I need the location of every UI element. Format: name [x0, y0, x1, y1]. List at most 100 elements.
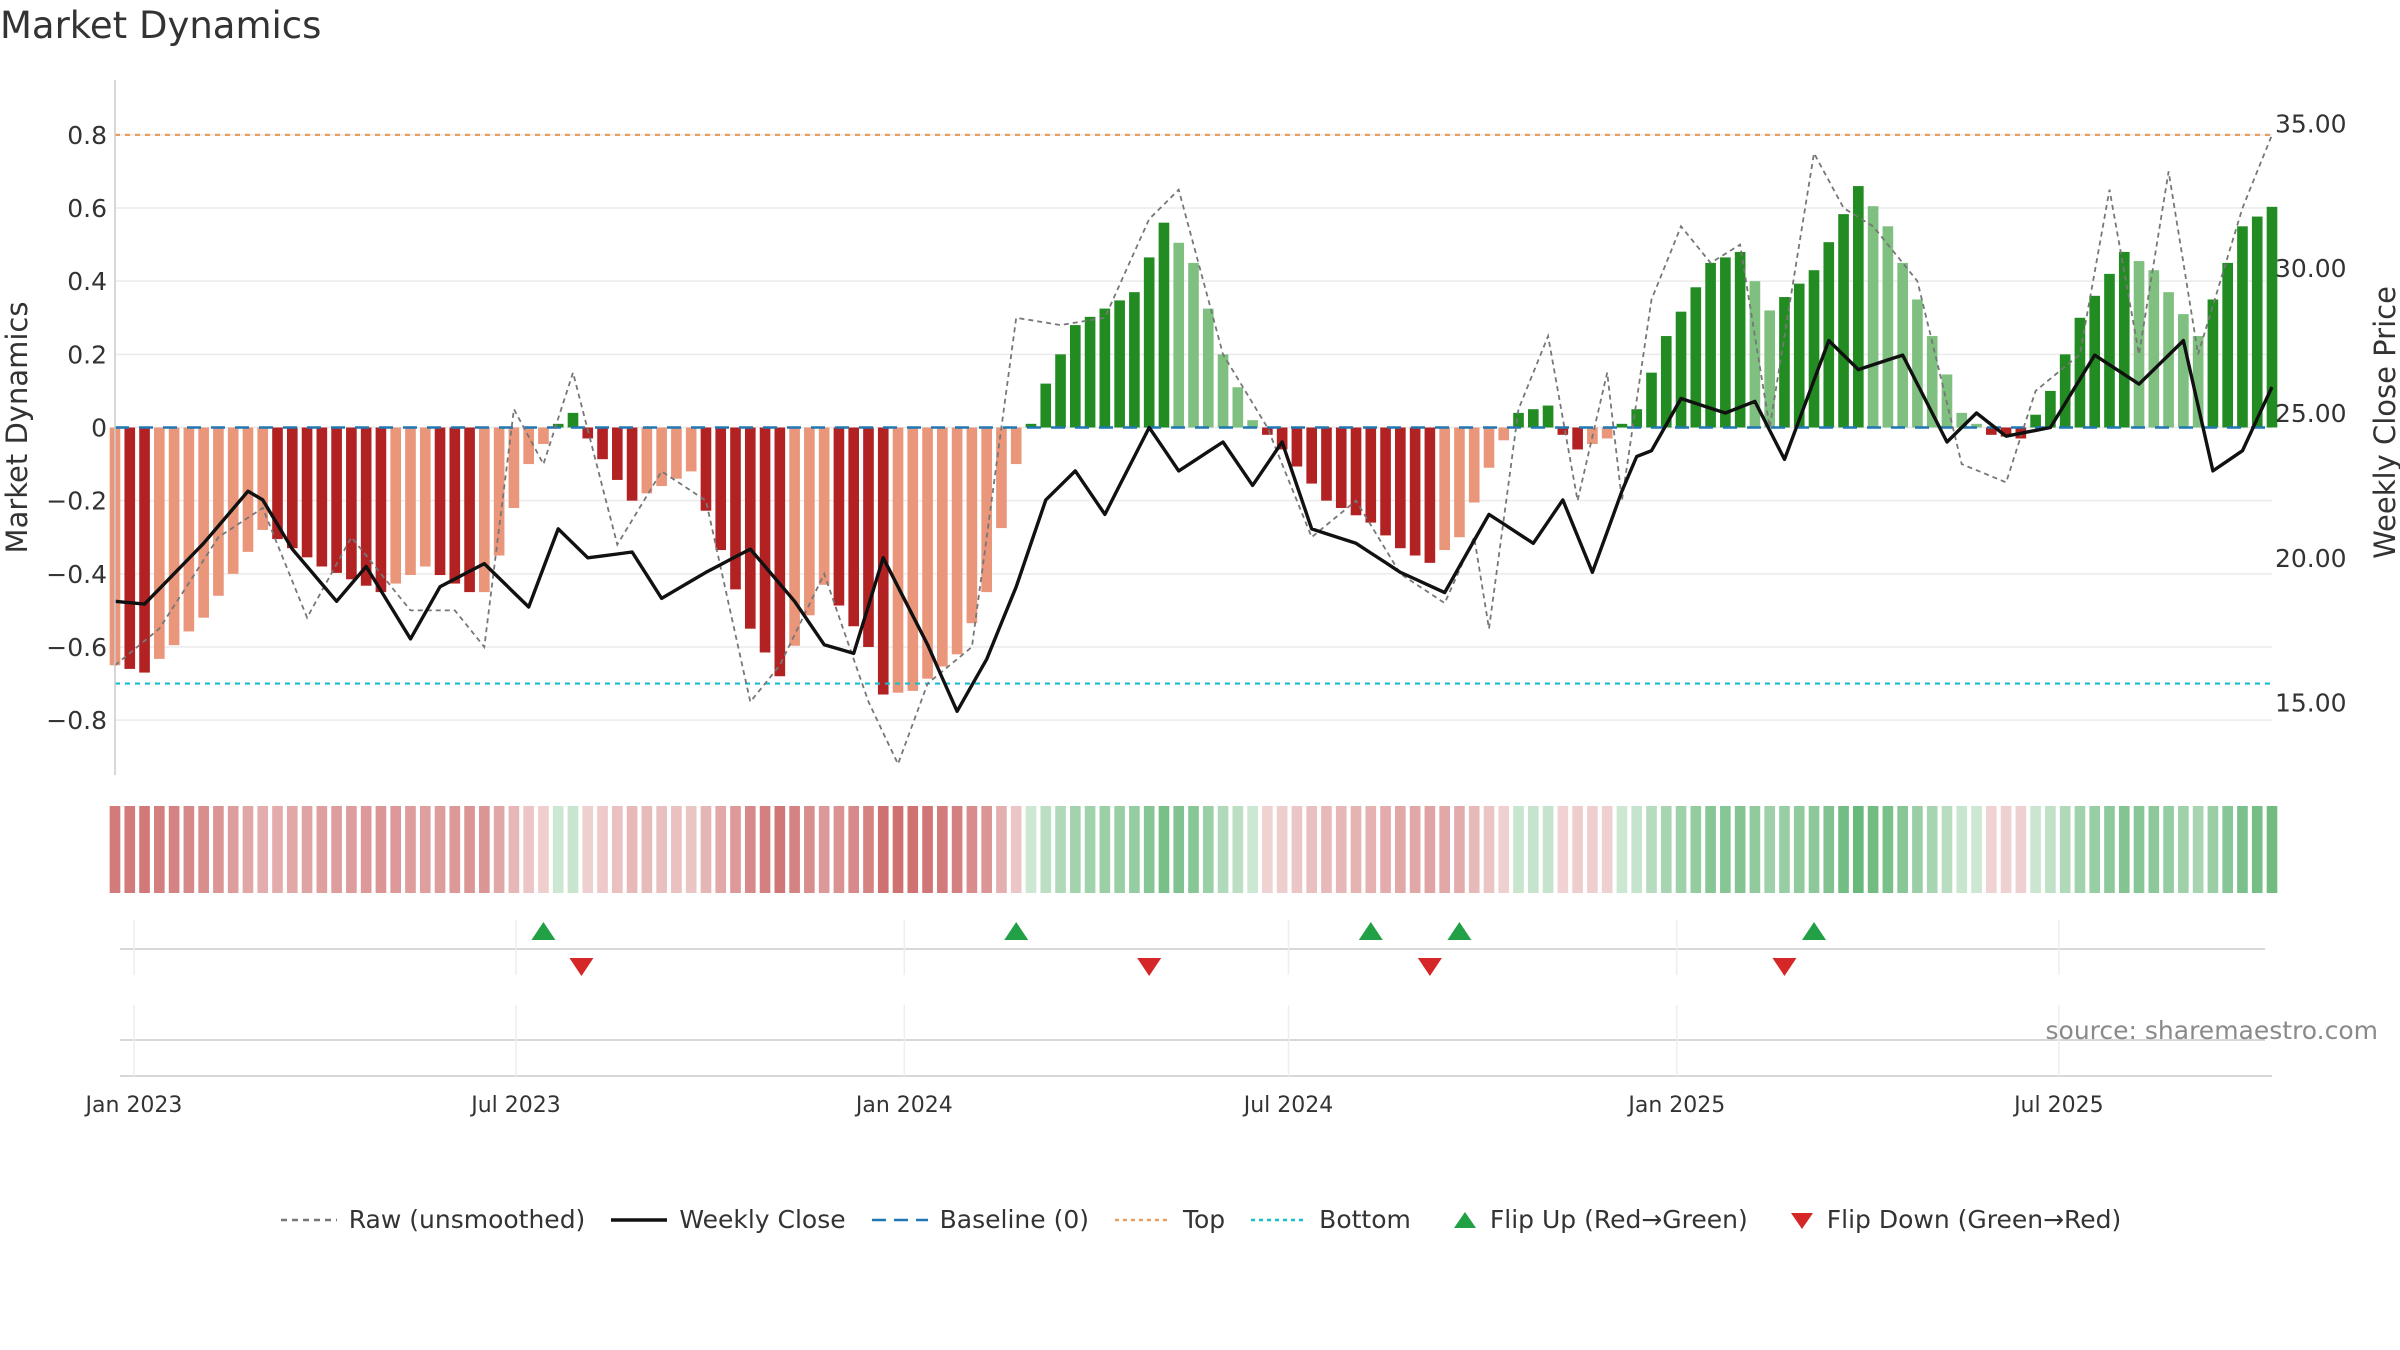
regime-strip-cell [937, 806, 948, 893]
regime-strip-cell [597, 806, 608, 893]
regime-strip-cell [1321, 806, 1332, 893]
regime-strip-cell [346, 806, 357, 893]
regime-strip-cell [1793, 806, 1805, 893]
momentum-bar [449, 427, 461, 584]
regime-strip-cell [1720, 806, 1731, 893]
momentum-bar [1912, 299, 1923, 428]
regime-strip-cell [582, 806, 594, 893]
legend-item: Weekly Close [609, 1205, 846, 1234]
legend-item: Flip Up (Red→Green) [1435, 1205, 1748, 1234]
regime-strip-cell [626, 806, 638, 893]
regime-strip-cell [981, 806, 992, 893]
momentum-bar [1010, 427, 1022, 465]
regime-strip-cell [405, 806, 416, 893]
momentum-bar [1542, 405, 1554, 428]
regime-strip-cell [1764, 806, 1776, 893]
momentum-bar [2059, 354, 2071, 428]
regime-strip-cell [1424, 806, 1436, 893]
regime-strip-cell [2104, 806, 2115, 893]
regime-strip-cell [508, 806, 520, 893]
regime-strip-cell [966, 806, 978, 893]
y2-tick-label: 15.00 [2275, 689, 2347, 718]
regime-strip-cell [1956, 806, 1968, 893]
regime-strip-cell [789, 806, 800, 893]
overlay-lines [114, 133, 2274, 767]
momentum-bar [730, 427, 741, 590]
regime-strip-cell [1498, 806, 1510, 893]
momentum-bar [272, 427, 283, 540]
momentum-bar [286, 427, 298, 549]
regime-strip-cell [552, 806, 564, 893]
y-tick-label: 0 [91, 414, 107, 443]
momentum-bar [1202, 308, 1214, 428]
regime-strip-cell [922, 806, 933, 893]
regime-strip-cell [1483, 806, 1495, 893]
regime-strip-cell [2074, 806, 2086, 893]
regime-strip-cell [1025, 806, 1037, 893]
y2-axis-label: Weekly Close Price [2368, 286, 2400, 559]
regime-strip-cell [848, 806, 860, 893]
regime-strip-cell [272, 806, 283, 893]
regime-strip-cell [2089, 806, 2101, 893]
regime-strip-cell [419, 806, 431, 893]
x-tick-label: Jul 2025 [2012, 1093, 2104, 1118]
regime-strip-cell [1867, 806, 1879, 893]
regime-strip-cell [1202, 806, 1214, 893]
momentum-bar [2074, 317, 2086, 428]
regime-strip-cell [390, 806, 402, 893]
regime-strip-cell [139, 806, 150, 893]
legend-label: Top [1182, 1205, 1226, 1234]
y-tick-label: 0.8 [67, 121, 107, 150]
regime-strip-cell [700, 806, 712, 893]
momentum-bar [996, 427, 1007, 529]
regime-strip-cell [1217, 806, 1229, 893]
regime-strip-cell [1941, 806, 1953, 893]
regime-strip-cell [951, 806, 963, 893]
regime-strip-cell [1188, 806, 1199, 893]
regime-strip-cell [1660, 806, 1672, 893]
flip-up-marker [531, 922, 556, 940]
momentum-bar [1557, 427, 1569, 435]
regime-strip-cell [1838, 806, 1849, 893]
regime-strip-cell [1587, 806, 1598, 893]
legend-swatch [611, 1217, 668, 1222]
regime-strip-cell [744, 806, 756, 893]
momentum-bar [1867, 206, 1879, 428]
regime-strip-cell [1084, 806, 1096, 893]
regime-strip-cell [464, 806, 475, 893]
regime-strip-cell [1335, 806, 1347, 893]
momentum-bar [1971, 423, 1982, 428]
regime-strip-cell [2207, 806, 2219, 893]
momentum-bar [2266, 206, 2278, 428]
regime-strip-cell [774, 806, 786, 893]
momentum-bar [1853, 186, 1864, 428]
regime-strip-cell [1306, 806, 1318, 893]
momentum-bar [715, 427, 727, 551]
regime-strip-cell [1010, 806, 1022, 893]
y-tick-label: 0.6 [67, 194, 107, 223]
regime-strip-cell [656, 806, 667, 893]
momentum-bar [2251, 216, 2263, 428]
momentum-bar [1262, 427, 1273, 435]
momentum-bar [1985, 427, 1997, 435]
regime-strip-cell [1734, 806, 1746, 893]
regime-strip-cell [2266, 806, 2278, 893]
momentum-bar [1808, 270, 1820, 428]
regime-strip-cell [227, 806, 239, 893]
regime-strip-cell [1291, 806, 1303, 893]
regime-strip-cell [1853, 806, 1864, 893]
momentum-bar [1705, 262, 1716, 428]
momentum-bar [1897, 262, 1908, 428]
momentum-bar [2030, 414, 2041, 428]
regime-strip-cell [523, 806, 534, 893]
regime-strip-cell [301, 806, 313, 893]
market-dynamics-chart: 0.8 0.6 0.4 0.2 0 −0.2 −0.4 −0.6 −0.8 35.00 30.00 2… [0, 80, 2400, 1118]
regime-strip-cell [1985, 806, 1997, 893]
momentum-bar [1956, 412, 1968, 428]
regime-strip-cell [257, 806, 269, 893]
regime-strip-cell [818, 806, 830, 893]
y-axis-label: Market Dynamics [0, 302, 34, 554]
regime-strip-cell [641, 806, 653, 893]
momentum-bar [1158, 222, 1170, 428]
momentum-bar [375, 427, 387, 593]
